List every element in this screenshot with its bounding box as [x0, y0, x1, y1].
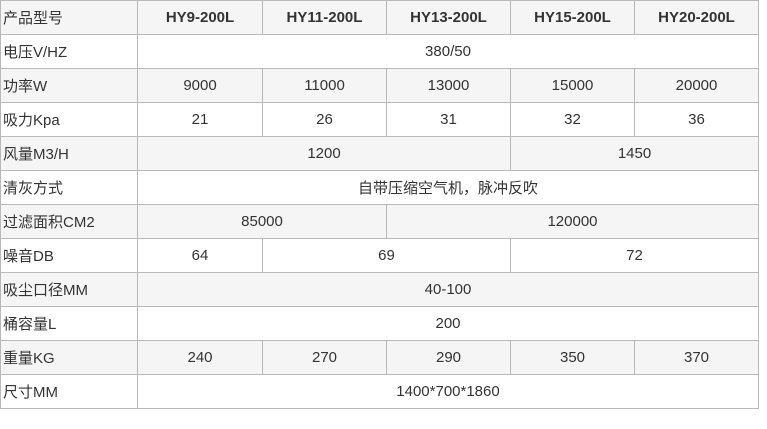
table-row-size: 尺寸MM 1400*700*1860: [0, 374, 759, 409]
table-row-airflow: 风量M3/H 1200 1450: [0, 136, 759, 171]
suction-value: 21: [137, 102, 263, 137]
airflow-value: 1200: [137, 136, 511, 171]
size-value: 1400*700*1860: [137, 374, 759, 409]
model-header: HY9-200L: [137, 0, 263, 35]
voltage-value: 380/50: [137, 34, 759, 69]
noise-value: 64: [137, 238, 263, 273]
row-label: 过滤面积CM2: [0, 204, 138, 239]
noise-value: 72: [510, 238, 759, 273]
row-label: 电压V/HZ: [0, 34, 138, 69]
bucket-value: 200: [137, 306, 759, 341]
noise-value: 69: [262, 238, 511, 273]
table-row-suction: 吸力Kpa 21 26 31 32 36: [0, 102, 759, 137]
table-row-cleaning: 清灰方式 自带压缩空气机，脉冲反吹: [0, 170, 759, 205]
row-label: 吸尘口径MM: [0, 272, 138, 307]
cleaning-value: 自带压缩空气机，脉冲反吹: [137, 170, 759, 205]
table-row-power: 功率W 9000 11000 13000 15000 20000: [0, 68, 759, 103]
row-label: 清灰方式: [0, 170, 138, 205]
weight-value: 270: [262, 340, 387, 375]
table-row-weight: 重量KG 240 270 290 350 370: [0, 340, 759, 375]
power-value: 20000: [634, 68, 759, 103]
table-row-filter-area: 过滤面积CM2 85000 120000: [0, 204, 759, 239]
spec-table: 产品型号 HY9-200L HY11-200L HY13-200L HY15-2…: [0, 0, 759, 409]
power-value: 15000: [510, 68, 635, 103]
filter-area-value: 85000: [137, 204, 387, 239]
model-header: HY20-200L: [634, 0, 759, 35]
airflow-value: 1450: [510, 136, 759, 171]
suction-value: 36: [634, 102, 759, 137]
weight-value: 290: [386, 340, 511, 375]
header-row: 产品型号 HY9-200L HY11-200L HY13-200L HY15-2…: [0, 0, 759, 35]
table-row-bucket: 桶容量L 200: [0, 306, 759, 341]
model-header: HY13-200L: [386, 0, 511, 35]
row-label: 重量KG: [0, 340, 138, 375]
power-value: 9000: [137, 68, 263, 103]
suction-value: 31: [386, 102, 511, 137]
power-value: 11000: [262, 68, 387, 103]
model-header: HY11-200L: [262, 0, 387, 35]
header-label: 产品型号: [0, 0, 138, 35]
row-label: 噪音DB: [0, 238, 138, 273]
table-row-noise: 噪音DB 64 69 72: [0, 238, 759, 273]
suction-value: 32: [510, 102, 635, 137]
filter-area-value: 120000: [386, 204, 759, 239]
table-row-inlet: 吸尘口径MM 40-100: [0, 272, 759, 307]
table-row-voltage: 电压V/HZ 380/50: [0, 34, 759, 69]
power-value: 13000: [386, 68, 511, 103]
row-label: 桶容量L: [0, 306, 138, 341]
row-label: 吸力Kpa: [0, 102, 138, 137]
inlet-value: 40-100: [137, 272, 759, 307]
row-label: 功率W: [0, 68, 138, 103]
weight-value: 240: [137, 340, 263, 375]
row-label: 尺寸MM: [0, 374, 138, 409]
weight-value: 370: [634, 340, 759, 375]
row-label: 风量M3/H: [0, 136, 138, 171]
suction-value: 26: [262, 102, 387, 137]
weight-value: 350: [510, 340, 635, 375]
model-header: HY15-200L: [510, 0, 635, 35]
